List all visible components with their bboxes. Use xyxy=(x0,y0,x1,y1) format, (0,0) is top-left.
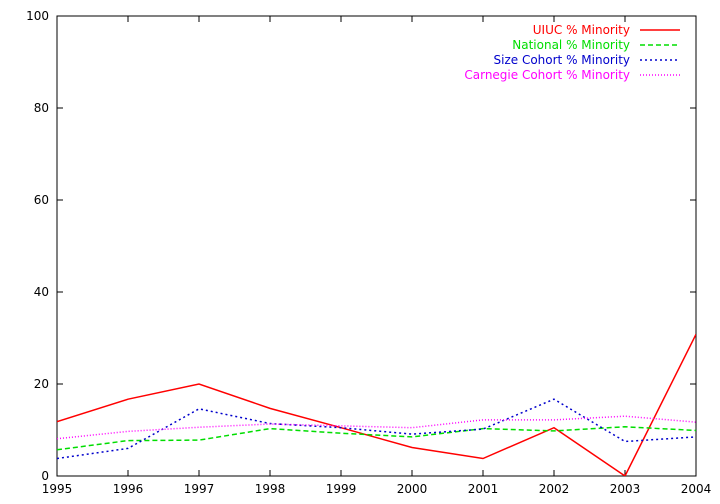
x-tick-label: 2004 xyxy=(681,482,712,496)
x-tick-label: 2000 xyxy=(397,482,428,496)
y-tick-label: 60 xyxy=(34,193,49,207)
x-tick-label: 2001 xyxy=(468,482,499,496)
x-tick-label: 1995 xyxy=(42,482,73,496)
y-tick-label: 40 xyxy=(34,285,49,299)
x-tick-label: 1999 xyxy=(326,482,357,496)
x-tick-label: 1997 xyxy=(184,482,215,496)
x-tick-label: 1996 xyxy=(113,482,144,496)
legend-label: UIUC % Minority xyxy=(533,23,630,37)
y-tick-label: 20 xyxy=(34,377,49,391)
series-line-national-minority xyxy=(57,426,696,451)
x-tick-label: 1998 xyxy=(255,482,286,496)
legend-label: National % Minority xyxy=(512,38,630,52)
y-tick-label: 0 xyxy=(41,469,49,483)
legend-label: Carnegie Cohort % Minority xyxy=(464,68,630,82)
series-line-uiuc-minority xyxy=(57,333,696,476)
x-tick-label: 2002 xyxy=(539,482,570,496)
y-tick-label: 100 xyxy=(26,9,49,23)
legend-label: Size Cohort % Minority xyxy=(494,53,631,67)
x-tick-label: 2003 xyxy=(610,482,641,496)
series-lines xyxy=(57,333,696,476)
y-tick-label: 80 xyxy=(34,101,49,115)
plot-frame xyxy=(56,15,697,477)
axis-ticks: 0 20 40 60 80 100 1995 1996 1997 1998 1999 2000 2001… xyxy=(26,9,711,496)
